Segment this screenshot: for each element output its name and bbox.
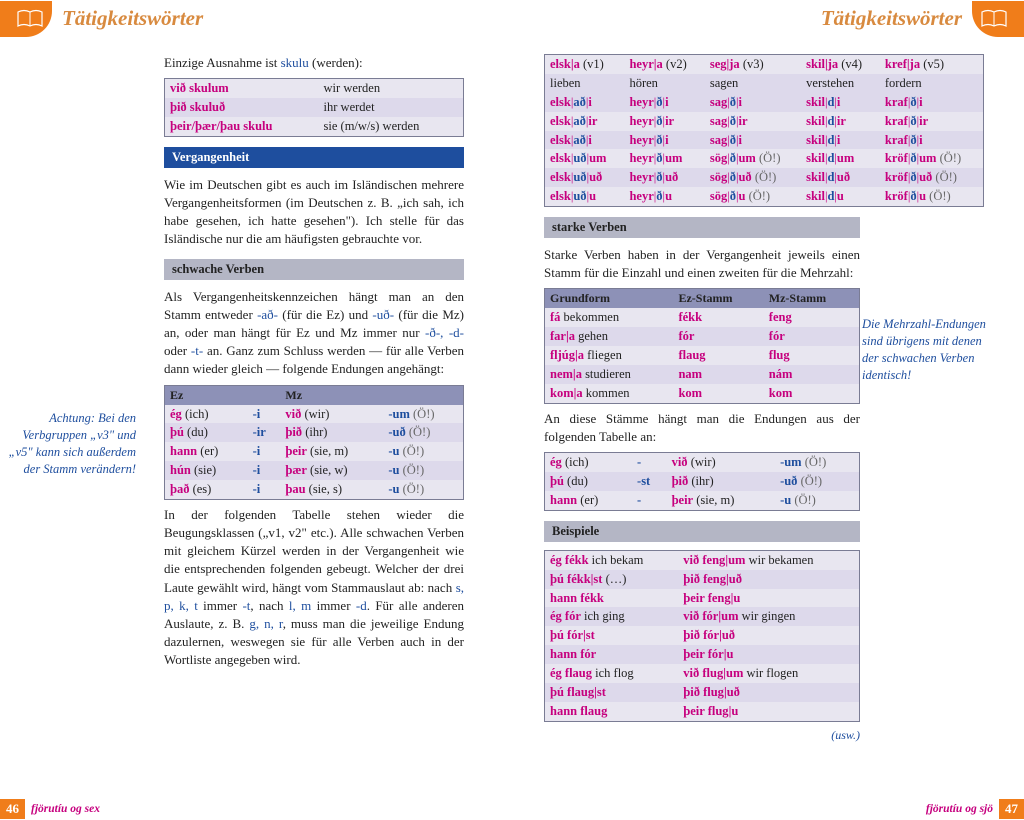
right-page: elsk|a (v1)heyr|a (v2)seg|ja (v3)skil|ja… <box>512 48 1024 792</box>
footer-left: 46 fjörutíu og sex <box>0 799 106 819</box>
intro-text: Einzige Ausnahme ist skulu (werden): <box>164 54 464 72</box>
para-vergangenheit: Wie im Deutschen gibt es auch im Isländi… <box>164 176 464 249</box>
para-klassen: In der folgenden Tabelle stehen wieder d… <box>164 506 464 670</box>
stark-stem-table: GrundformEz-StammMz-Stamm fá bekommenfék… <box>544 288 860 403</box>
section-vergangenheit: Vergangenheit <box>164 147 464 168</box>
page-footer: 46 fjörutíu og sex fjörutíu og sjö 47 <box>0 798 1024 820</box>
para-schwache: Als Vergangenheitskennzeichen hängt man … <box>164 288 464 379</box>
left-page: Einzige Ausnahme ist skulu (werden): við… <box>0 48 512 792</box>
beispiele-table: ég fékk ich bekamvið feng|um wir bekamen… <box>544 550 860 722</box>
margin-note-left: Achtung: Bei den Verbgruppen „v3" und „v… <box>6 410 136 478</box>
section-schwache: schwache Verben <box>164 259 464 280</box>
section-beispiele: Beispiele <box>544 521 860 542</box>
footer-right: fjörutíu og sjö 47 <box>920 799 1024 819</box>
verb-class-table: elsk|a (v1)heyr|a (v2)seg|ja (v3)skil|ja… <box>544 54 984 207</box>
page-spread: Einzige Ausnahme ist skulu (werden): við… <box>0 48 1024 792</box>
book-icon <box>16 9 44 29</box>
header-title-left: Tätigkeitswörter <box>62 6 203 31</box>
footer-text-left: fjörutíu og sex <box>25 803 106 815</box>
corner-ornament-right <box>972 1 1024 37</box>
book-icon <box>980 9 1008 29</box>
usw-note: (usw.) <box>544 728 860 743</box>
page-number-right: 47 <box>999 799 1024 819</box>
margin-note-right: Die Mehrzahl-Endungen sind übrigens mit … <box>862 316 992 384</box>
header-title-right: Tätigkeitswörter <box>821 6 962 31</box>
para-stark-endings: An diese Stämme hängt man die Endungen a… <box>544 410 860 446</box>
page-header: Tätigkeitswörter Tätigkeitswörter <box>0 0 1024 38</box>
endings-table: EzMz ég (ich)-ivið (wir)-um (Ö!)þú (du)-… <box>164 385 464 500</box>
para-starke: Starke Verben haben in der Vergangenheit… <box>544 246 860 282</box>
footer-text-right: fjörutíu og sjö <box>920 803 999 815</box>
page-number-left: 46 <box>0 799 25 819</box>
skulu-table: við skulumwir werdenþið skuluðihr werdet… <box>164 78 464 137</box>
stark-endings-table: ég (ich)-við (wir)-um (Ö!)þú (du)-stþið … <box>544 452 860 511</box>
section-starke: starke Verben <box>544 217 860 238</box>
corner-ornament-left <box>0 1 52 37</box>
